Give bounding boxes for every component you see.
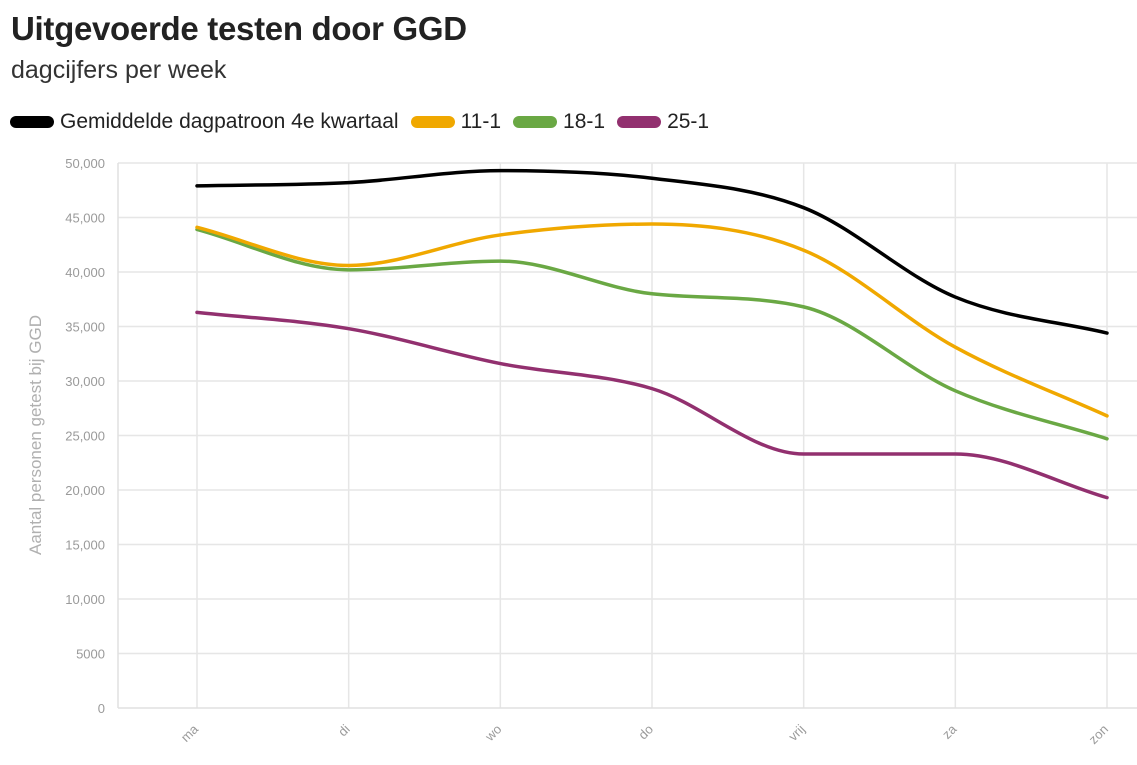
legend-label-11-1: 11-1 [460,110,502,133]
grid-lines [118,162,1137,708]
x-tick-label: ma [178,721,202,745]
tick-labels: 0 5000 10,000 15,000 20,000 25,000 30,000 35,00… [65,156,1111,747]
y-tick-label: 10,000 [65,592,105,607]
legend-label-25-1: 25-1 [667,110,710,133]
y-tick-label: 15,000 [65,538,105,553]
legend-swatch-18-1 [513,116,558,128]
y-axis-title: Aantal personen getest bij GGD [26,315,45,555]
legend-item-25-1[interactable]: 25-1 [617,110,709,134]
y-tick-label: 25,000 [65,429,105,444]
series-line-gemiddelde-dagpatroon-4e-kwartaal[interactable] [195,168,1109,335]
legend-label-18-1: 18-1 [563,110,606,133]
x-tick-label: vrij [785,721,807,743]
x-tick-label: zon [1086,722,1111,747]
y-tick-label: 50,000 [65,156,105,171]
x-tick-label: wo [481,722,504,745]
y-tick-label: 20,000 [65,483,105,498]
legend-swatch-25-1 [617,116,662,128]
axes [117,163,1137,709]
chart-title: Uitgevoerde testen door GGD [11,10,467,47]
y-tick-label: 30,000 [65,374,105,389]
x-tick-label: do [635,722,656,743]
series-line-18-1[interactable] [195,227,1109,441]
chart-subtitle: dagcijfers per week [11,56,227,84]
x-tick-label: za [939,721,960,742]
x-tick-label: di [335,721,353,739]
legend-swatch-gemiddelde [10,116,54,128]
series-line-25-1[interactable] [195,310,1109,500]
y-tick-label: 45,000 [65,211,105,226]
legend-item-18-1[interactable]: 18-1 [513,110,605,134]
chart-legend: Gemiddelde dagpatroon 4e kwartaal 11-1 1… [10,110,721,134]
legend-label-gemiddelde: Gemiddelde dagpatroon 4e kwartaal [60,110,399,133]
y-tick-label: 5000 [76,647,105,662]
series-line-11-1[interactable] [195,222,1109,418]
y-tick-label: 0 [98,701,105,716]
series-lines [195,168,1109,500]
y-tick-label: 35,000 [65,320,105,335]
legend-item-11-1[interactable]: 11-1 [410,110,502,134]
y-tick-label: 40,000 [65,265,105,280]
legend-swatch-11-1 [410,116,455,128]
legend-item-gemiddelde[interactable]: Gemiddelde dagpatroon 4e kwartaal [10,110,399,134]
